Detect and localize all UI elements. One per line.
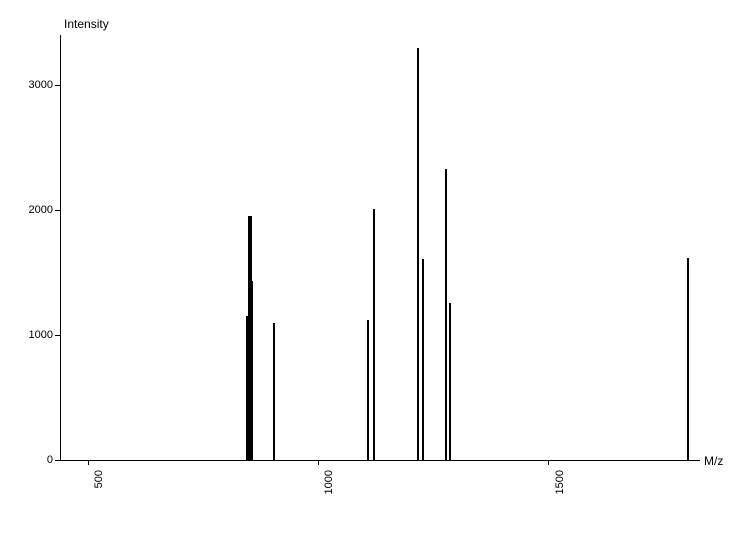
y-tick-label: 2000 [15, 204, 53, 216]
spectrum-peak [417, 48, 419, 461]
spectrum-peak [449, 303, 451, 461]
y-tick [55, 85, 60, 86]
spectrum-peak [373, 209, 375, 460]
spectrum-peak [445, 169, 447, 460]
plot-area [60, 35, 700, 460]
x-tick [548, 460, 549, 465]
y-axis [60, 35, 61, 460]
x-tick-label: 500 [93, 470, 105, 520]
y-tick [55, 460, 60, 461]
x-tick-label: 1500 [554, 470, 566, 520]
y-tick-label: 0 [15, 454, 53, 466]
y-tick-label: 3000 [15, 79, 53, 91]
y-axis-label: Intensity [64, 17, 109, 31]
x-axis [60, 460, 700, 461]
y-tick [55, 210, 60, 211]
y-tick [55, 335, 60, 336]
spectrum-peak [422, 259, 424, 460]
mass-spectrum-chart: Intensity M/z 0 1000 2000 3000 500 1000 1500 [0, 0, 750, 540]
spectrum-peak [273, 323, 275, 461]
x-tick [88, 460, 89, 465]
x-tick-label: 1000 [323, 470, 335, 520]
spectrum-peak [687, 258, 689, 461]
x-tick [318, 460, 319, 465]
x-axis-label: M/z [704, 454, 723, 468]
spectrum-peak [367, 320, 369, 460]
spectrum-peak [251, 281, 253, 460]
y-tick-label: 1000 [15, 329, 53, 341]
